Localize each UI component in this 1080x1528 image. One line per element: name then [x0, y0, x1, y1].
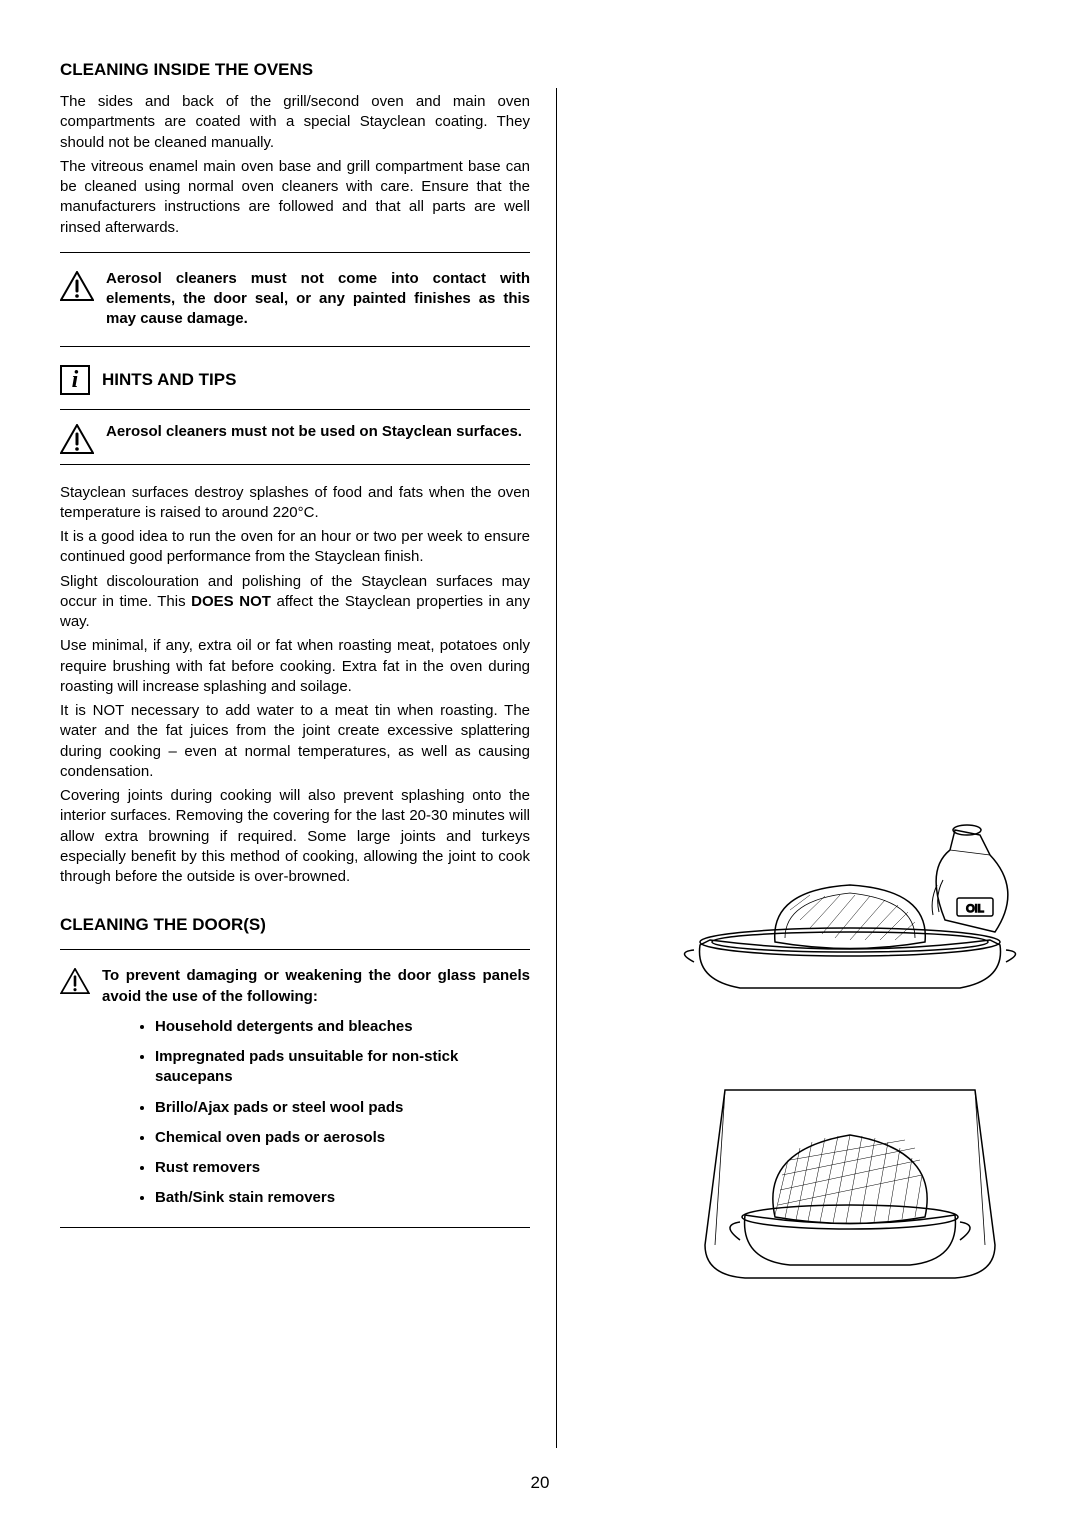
- warning-text: To prevent damaging or weakening the doo…: [102, 966, 530, 1007]
- warning-text: Aerosol cleaners must not be used on Sta…: [106, 422, 522, 442]
- rule: [60, 252, 530, 253]
- body-paragraph: Use minimal, if any, extra oil or fat wh…: [60, 636, 530, 697]
- warning-block: To prevent damaging or weakening the doo…: [60, 964, 530, 1009]
- body-paragraph: Slight discolouration and polishing of t…: [60, 572, 530, 633]
- left-column: CLEANING INSIDE THE OVENS The sides and …: [60, 60, 530, 1448]
- page-number: 20: [0, 1473, 1080, 1493]
- oil-basting-illustration: OIL: [680, 800, 1020, 1005]
- avoid-list: Household detergents and bleaches Impreg…: [60, 1017, 530, 1209]
- list-item: Rust removers: [155, 1158, 530, 1178]
- hints-header: i HINTS AND TIPS: [60, 361, 530, 399]
- oil-label: OIL: [966, 903, 984, 915]
- bold-text: DOES NOT: [191, 593, 271, 610]
- list-item: Household detergents and bleaches: [155, 1017, 530, 1037]
- section-title-cleaning-inside: CLEANING INSIDE THE OVENS: [60, 60, 530, 80]
- body-paragraph: The sides and back of the grill/second o…: [60, 92, 530, 153]
- right-column: OIL: [587, 60, 1020, 1448]
- rule: [60, 409, 530, 410]
- body-paragraph: The vitreous enamel main oven base and g…: [60, 157, 530, 238]
- rule: [60, 1227, 530, 1228]
- body-paragraph: It is a good idea to run the oven for an…: [60, 527, 530, 568]
- body-paragraph: Stayclean surfaces destroy splashes of f…: [60, 483, 530, 524]
- rule: [60, 464, 530, 465]
- list-item: Impregnated pads unsuitable for non-stic…: [155, 1047, 530, 1088]
- rule: [60, 346, 530, 347]
- body-paragraph: Covering joints during cooking will also…: [60, 786, 530, 887]
- warning-triangle-icon: [60, 271, 94, 301]
- warning-triangle-icon: [60, 968, 90, 994]
- warning-block: Aerosol cleaners must not be used on Sta…: [60, 420, 530, 456]
- warning-block: Aerosol cleaners must not come into cont…: [60, 267, 530, 332]
- covered-joint-illustration: [700, 1060, 1000, 1290]
- section-title-cleaning-doors: CLEANING THE DOOR(S): [60, 915, 530, 935]
- hints-title: HINTS AND TIPS: [102, 370, 236, 390]
- column-divider: [556, 88, 557, 1448]
- list-item: Brillo/Ajax pads or steel wool pads: [155, 1098, 530, 1118]
- list-item: Bath/Sink stain removers: [155, 1188, 530, 1208]
- info-icon: i: [60, 365, 90, 395]
- list-item: Chemical oven pads or aerosols: [155, 1128, 530, 1148]
- warning-text: Aerosol cleaners must not come into cont…: [106, 269, 530, 330]
- warning-triangle-icon: [60, 424, 94, 454]
- page-content: CLEANING INSIDE THE OVENS The sides and …: [60, 60, 1020, 1448]
- rule: [60, 949, 530, 950]
- body-paragraph: It is NOT necessary to add water to a me…: [60, 701, 530, 782]
